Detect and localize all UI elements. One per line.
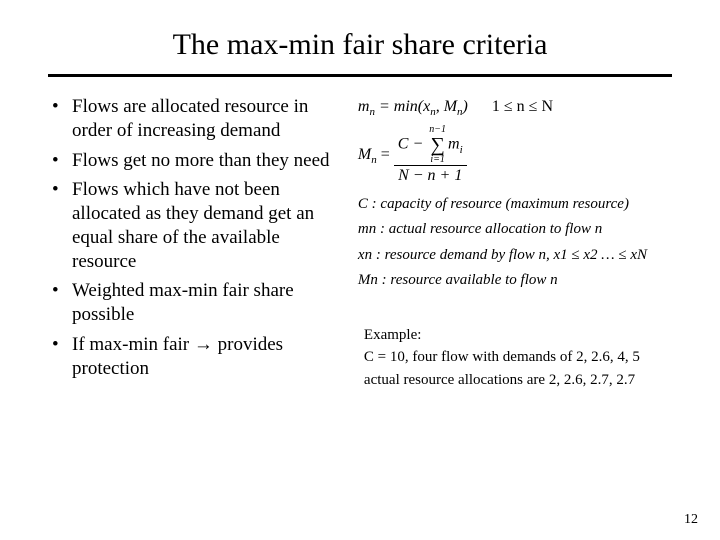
- def-C: C : capacity of resource (maximum resour…: [358, 192, 672, 218]
- example-line: C = 10, four flow with demands of 2, 2.6…: [364, 346, 672, 369]
- equation-mn: mn = min(xn, Mn) 1 ≤ n ≤ N: [358, 97, 672, 119]
- slide: The max-min fair share criteria Flows ar…: [0, 0, 720, 540]
- fraction-numerator: C − n−1∑i=1mi: [394, 125, 467, 165]
- def-mn: mn : actual resource allocation to flow …: [358, 217, 672, 243]
- content-columns: Flows are allocated resource in order of…: [48, 95, 672, 391]
- eq-sub: i: [460, 144, 463, 156]
- sum-upper: n−1: [429, 125, 446, 135]
- eq-text: , M: [436, 98, 457, 115]
- page-number: 12: [684, 512, 698, 528]
- sum-lower: i=1: [429, 155, 446, 165]
- bullet-item: Weighted max-min fair share possible: [48, 279, 338, 327]
- def-Mn: Mn : resource available to flow n: [358, 268, 672, 294]
- eq-condition: 1 ≤ n ≤ N: [492, 98, 553, 115]
- bullet-item: If max-min fair → provides protection: [48, 333, 338, 381]
- bullet-list: Flows are allocated resource in order of…: [48, 95, 338, 380]
- summation: n−1∑i=1: [429, 125, 446, 165]
- bullet-item: Flows are allocated resource in order of…: [48, 95, 338, 143]
- fraction-denominator: N − n + 1: [394, 165, 467, 185]
- eq-text: M: [358, 146, 371, 163]
- equation-Mn: Mn = C − n−1∑i=1mi N − n + 1: [358, 125, 672, 185]
- bullet-item: Flows which have not been allocated as t…: [48, 178, 338, 273]
- fraction: C − n−1∑i=1mi N − n + 1: [394, 125, 467, 185]
- eq-text: m: [448, 136, 460, 153]
- example-line: Example:: [364, 324, 672, 347]
- example-block: Example: C = 10, four flow with demands …: [358, 324, 672, 392]
- def-xn: xn : resource demand by flow n, x1 ≤ x2 …: [358, 243, 672, 269]
- left-column: Flows are allocated resource in order of…: [48, 95, 338, 391]
- eq-text: C −: [398, 136, 427, 153]
- slide-title: The max-min fair share criteria: [48, 28, 672, 62]
- right-column: mn = min(xn, Mn) 1 ≤ n ≤ N Mn = C − n−1∑…: [358, 95, 672, 391]
- example-line: actual resource allocations are 2, 2.6, …: [364, 369, 672, 392]
- title-underline: [48, 74, 672, 77]
- definitions: C : capacity of resource (maximum resour…: [358, 192, 672, 294]
- eq-sub: n: [371, 154, 377, 166]
- eq-text: = min(x: [375, 98, 430, 115]
- bullet-item: Flows get no more than they need: [48, 149, 338, 173]
- eq-text: ): [463, 98, 468, 115]
- eq-text: m: [358, 98, 370, 115]
